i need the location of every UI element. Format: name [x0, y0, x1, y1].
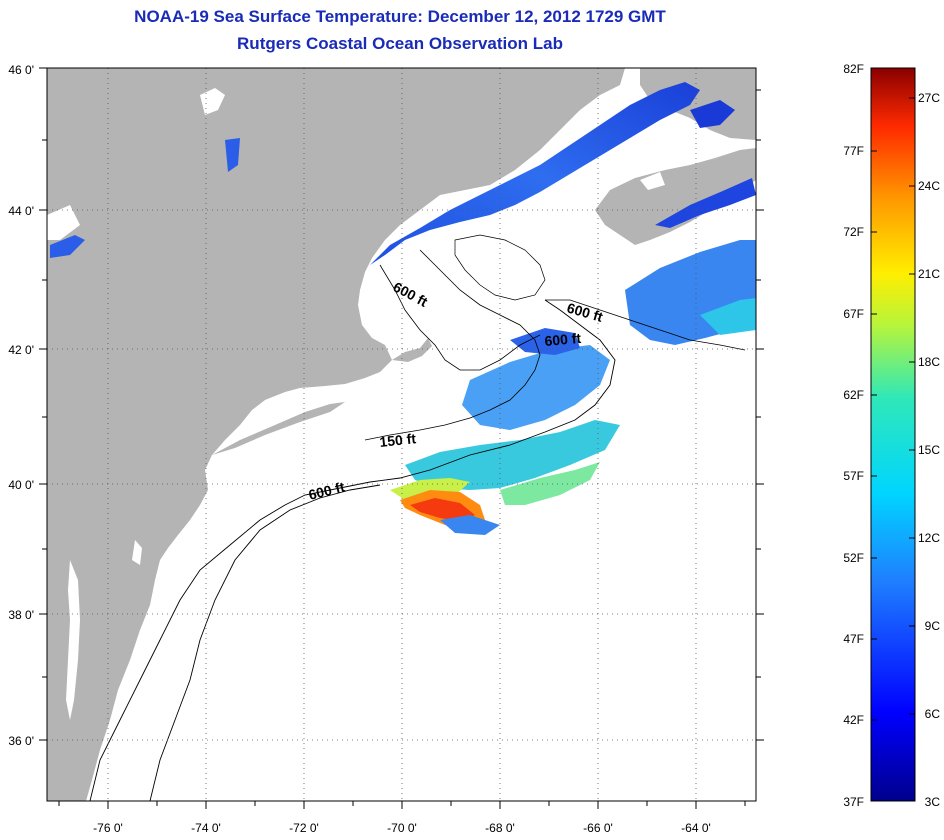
sst-scotian-warm	[700, 298, 756, 335]
axis-ticks	[39, 67, 764, 809]
land-canada-ne	[640, 68, 756, 140]
delaware-bay	[132, 540, 142, 565]
colorbar-f-label: 42F	[843, 713, 864, 727]
contour-line	[364, 249, 541, 441]
contour-line	[454, 234, 546, 301]
colorbar-c-label: 6C	[925, 707, 941, 721]
lat-label: 42 0'	[8, 343, 34, 357]
land-long-island	[212, 402, 345, 455]
map-subtitle: Rutgers Coastal Ocean Observation Lab	[237, 34, 563, 53]
colorbar-f-label: 82F	[843, 62, 864, 76]
chesapeake-bay	[66, 560, 80, 720]
lake	[47, 205, 80, 240]
lat-label: 44 0'	[8, 204, 34, 218]
colorbar-f-label: 77F	[843, 144, 864, 158]
land-mainland	[47, 68, 625, 801]
colorbar-f-label: 52F	[843, 551, 864, 565]
lat-label: 46 0'	[8, 63, 34, 77]
lon-label: -74 0'	[191, 821, 221, 835]
land-nova-scotia	[595, 148, 756, 245]
colorbar-c-label: 21C	[918, 267, 940, 281]
lon-label: -68 0'	[485, 821, 515, 835]
sst-fundy	[690, 100, 735, 128]
sst-patch	[440, 515, 500, 535]
colorbar-c-label: 3C	[925, 795, 941, 809]
lon-label: -66 0'	[583, 821, 613, 835]
lake	[640, 172, 665, 190]
colorbar-c-label: 24C	[918, 179, 940, 193]
contour-label: 600 ft	[544, 330, 582, 349]
sst-patch	[225, 138, 240, 172]
colorbar-f-label: 72F	[843, 225, 864, 239]
sst-gulf-of-maine	[370, 82, 700, 265]
colorbar-c-label: 12C	[918, 531, 940, 545]
colorbar-c-label: 9C	[925, 619, 941, 633]
land-cape-cod	[392, 338, 432, 362]
lat-label: 40 0'	[8, 478, 34, 492]
grid-lines	[47, 68, 756, 801]
colorbar-c-label: 27C	[918, 91, 940, 105]
lon-label: -76 0'	[93, 821, 123, 835]
colorbar	[870, 67, 916, 802]
sst-shelf-edge	[405, 420, 620, 490]
contour-line	[545, 299, 746, 351]
contour-line	[89, 299, 616, 801]
colorbar-f-label: 67F	[843, 307, 864, 321]
colorbar-f-label: 37F	[843, 795, 864, 809]
lon-label: -64 0'	[681, 821, 711, 835]
sst-shelf-patch	[500, 462, 600, 505]
colorbar-f-label: 62F	[843, 388, 864, 402]
map-title: NOAA-19 Sea Surface Temperature: Decembe…	[134, 7, 666, 26]
lon-label: -70 0'	[387, 821, 417, 835]
sst-georges-cool	[510, 328, 580, 355]
colorbar-c-label: 15C	[918, 443, 940, 457]
lat-label: 36 0'	[8, 734, 34, 748]
sst-gulf-stream-core	[410, 498, 475, 522]
land-delmarva	[100, 545, 150, 700]
lon-label: -72 0'	[289, 821, 319, 835]
colorbar-f-label: 47F	[843, 632, 864, 646]
contour-label: 150 ft	[379, 430, 417, 450]
colorbar-c-label: 18C	[918, 355, 940, 369]
sst-georges-bank	[462, 345, 610, 430]
colorbar-f-label: 57F	[843, 469, 864, 483]
sst-patch	[50, 235, 85, 258]
sst-scotian-shelf-north	[655, 178, 756, 228]
lat-label: 38 0'	[8, 608, 34, 622]
contour-line	[149, 484, 381, 801]
colorbar-ticks	[871, 97, 915, 721]
